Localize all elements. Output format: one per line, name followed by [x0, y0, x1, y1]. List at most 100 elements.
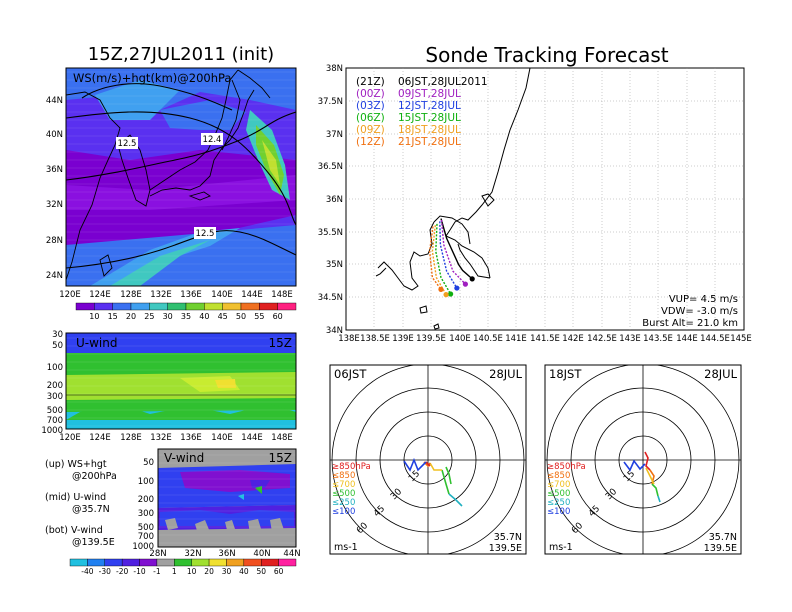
track-lat-label: 35N: [326, 260, 343, 270]
sonde-track-line: [440, 218, 473, 280]
hodograph-time: 06JST: [334, 367, 367, 381]
wind-colorbar-swatch: [156, 558, 175, 567]
ws-colorbar-label: 10: [89, 312, 99, 321]
level-legend: ≤700: [547, 480, 570, 490]
ws-colorbar-label: 40: [199, 312, 209, 321]
v-wind-p-label: 1000: [132, 542, 154, 552]
track-lon-label: 141E: [505, 334, 527, 344]
launch-legend: (21Z) 06JST,28JUL2011 (00Z) 09JST,28JUL …: [356, 76, 488, 148]
launch-code: (00Z): [356, 88, 385, 100]
hodograph-lon: 139.5E: [489, 543, 522, 554]
u-wind-lon-label: 132E: [150, 433, 172, 443]
right-title: Sonde Tracking Forecast: [425, 43, 668, 67]
wind-colorbar-swatch: [121, 558, 140, 567]
contour-label: 12.5: [196, 229, 215, 239]
contour-label-box: [194, 227, 216, 239]
v-wind-p-label: 300: [138, 509, 154, 519]
track-lon-label: 142E: [562, 334, 584, 344]
hodograph-time: 18JST: [549, 367, 582, 381]
level-legend: ≥850hPa: [547, 462, 586, 472]
hodograph-18jst: 18JST 28JUL 15 30 45 60 ≥850hPa ≤850 ≤70…: [544, 364, 742, 555]
hodograph-date: 28JUL: [704, 367, 737, 381]
ws-lat-label: 28N: [46, 236, 63, 246]
v-wind-p-label: 500: [138, 523, 154, 533]
launch-code: (12Z): [356, 136, 385, 148]
hodograph-trace: [403, 457, 463, 507]
legend-note-mid: (mid) U-wind: [45, 492, 106, 503]
ws-map-frame: [65, 67, 297, 287]
track-lon-label: 138E: [338, 334, 360, 344]
track-lon-label: 140.5E: [473, 334, 503, 344]
ws-colorbar-swatch: [75, 302, 95, 311]
u-wind-lon-label: 144E: [241, 433, 263, 443]
track-lon-label: 143E: [619, 334, 641, 344]
level-legend: ≤500: [547, 489, 570, 499]
level-legend: ≤250: [547, 498, 570, 508]
hodograph-lat: 35.7N: [709, 532, 737, 543]
legend-note-up: (up) WS+hgt: [45, 459, 107, 470]
v-wind-p-label: 700: [138, 532, 154, 542]
wind-colorbar-label: 60: [274, 567, 284, 576]
ws-colorbar-swatch: [112, 302, 132, 311]
sonde-landing-point: [454, 285, 460, 291]
hodograph-06jst: 06JST 28JUL 15 30 45 60 ≥850hPa ≤850 ≤70…: [329, 364, 527, 555]
ws-lon-label: 120E: [59, 290, 81, 300]
u-wind-p-label: 200: [47, 381, 63, 391]
v-wind-p-label: 200: [138, 495, 154, 505]
ws-lon-label: 136E: [180, 290, 202, 300]
v-wind-lat-label: 32N: [184, 549, 201, 559]
level-legend: ≤100: [332, 507, 355, 517]
ws-colorbar-swatch: [259, 302, 278, 311]
wind-colorbar-swatch: [208, 558, 227, 567]
legend-note-bot: (bot) V-wind: [45, 525, 103, 536]
v-wind-lat-label: 28N: [149, 549, 166, 559]
ws-colorbar-swatch: [240, 302, 260, 311]
contour-label: 12.5: [118, 139, 137, 149]
wind-colorbar: -40 -30 -20 -10 -1 1 10 20 30 40 50 60: [69, 558, 297, 576]
track-lat-label: 37N: [326, 130, 343, 140]
ws-lon-label: 124E: [89, 290, 111, 300]
track-lon-label: 138.5E: [360, 334, 390, 344]
track-lat-label: 36N: [326, 195, 343, 205]
wind-colorbar-swatch: [174, 558, 192, 567]
ws-lon-label: 148E: [271, 290, 293, 300]
v-wind-panel: V-wind 15Z 50 100 200 300 500 700 1000 2…: [132, 448, 301, 559]
sonde-landing-point: [462, 281, 468, 287]
sonde-track-line: [431, 225, 447, 295]
track-lon-label: 145E: [730, 334, 752, 344]
wind-colorbar-label: 1: [172, 567, 177, 576]
u-wind-panel: U-wind 15Z 30 50 100 200 300 500 700 100…: [41, 330, 297, 443]
ws-lat-label: 24N: [46, 271, 63, 281]
ws-colorbar-label: 20: [126, 312, 136, 321]
ws-colorbar-label: 60: [273, 312, 283, 321]
legend-note-mid-sub: @35.7N: [72, 504, 110, 515]
ws-lon-label: 140E: [211, 290, 233, 300]
track-map-panel: (21Z) 06JST,28JUL2011 (00Z) 09JST,28JUL …: [318, 64, 752, 344]
ws-lat-label: 44N: [46, 96, 63, 106]
ws-lat-label: 36N: [46, 165, 63, 175]
track-lon-label: 141.5E: [530, 334, 560, 344]
u-wind-lon-label: 124E: [89, 433, 111, 443]
u-wind-p-label: 50: [52, 341, 63, 351]
contour-label: 12.4: [203, 135, 222, 145]
ws-colorbar-label: 35: [181, 312, 191, 321]
ws-lat-label: 32N: [46, 200, 63, 210]
v-wind-label: V-wind: [164, 451, 204, 465]
u-wind-p-label: 1000: [41, 426, 63, 436]
left-title: 15Z,27JUL2011 (init): [88, 44, 274, 65]
wind-colorbar-swatch: [226, 558, 245, 567]
sonde-tracks: [428, 218, 475, 298]
hodograph-lon: 139.5E: [704, 543, 737, 554]
ws-colorbar-swatch: [185, 302, 205, 311]
ws-lon-label: 128E: [120, 290, 142, 300]
u-wind-lon-label: 128E: [120, 433, 142, 443]
sonde-track-line: [440, 219, 466, 285]
hodograph-unit: ms-1: [549, 542, 573, 553]
sonde-params: VUP= 4.5 m/s VDW= -3.0 m/s Burst Alt= 21…: [642, 294, 738, 329]
sonde-track-line: [435, 223, 452, 295]
hodograph-unit: ms-1: [334, 542, 358, 553]
launch-time: 18JST,28JUL: [398, 124, 461, 136]
sonde-landing-point: [469, 276, 475, 282]
track-lon-label: 144.5E: [700, 334, 730, 344]
wind-colorbar-swatch: [139, 558, 158, 567]
